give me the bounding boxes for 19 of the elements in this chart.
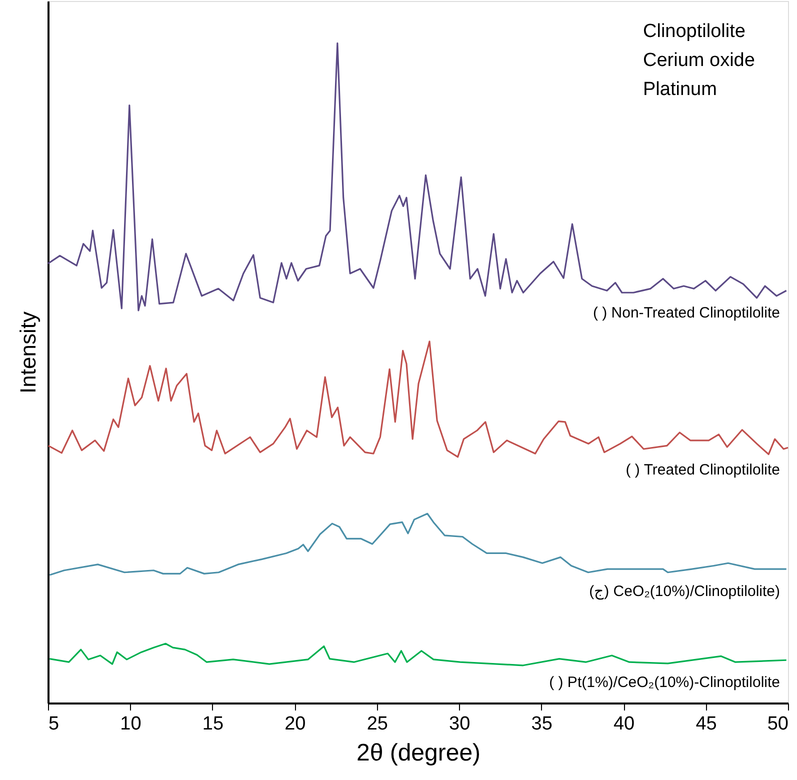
- series-label: ( ) Pt(1%)/CeO₂(10%)-Clinoptilolite: [549, 674, 780, 692]
- x-tick-label: 20: [284, 714, 306, 734]
- x-axis-title: 2θ (degree): [356, 740, 481, 766]
- x-tick-label: 15: [202, 714, 224, 734]
- series-label: (ج) CeO₂(10%)/Clinoptilolite): [589, 583, 780, 600]
- y-axis-title: Intensity: [16, 312, 40, 394]
- annotation: Platinum: [643, 79, 717, 100]
- x-tick-label: 30: [449, 714, 470, 734]
- x-tick-label: 25: [366, 714, 388, 734]
- x-tick-label: 35: [531, 714, 552, 734]
- x-tick-label: 50: [767, 714, 788, 734]
- x-tick-label: 5: [48, 714, 60, 734]
- series-label: ( ) Non-Treated Clinoptilolite: [592, 304, 780, 322]
- text: Clinoptilolite: [643, 21, 746, 42]
- annotation: Cerium oxide: [643, 50, 755, 71]
- x-tick-label: 10: [120, 714, 142, 734]
- series-label: ( ) Treated Clinoptilolite: [626, 462, 780, 479]
- x-tick-label: 45: [696, 714, 717, 734]
- x-tick-label: 40: [613, 714, 635, 734]
